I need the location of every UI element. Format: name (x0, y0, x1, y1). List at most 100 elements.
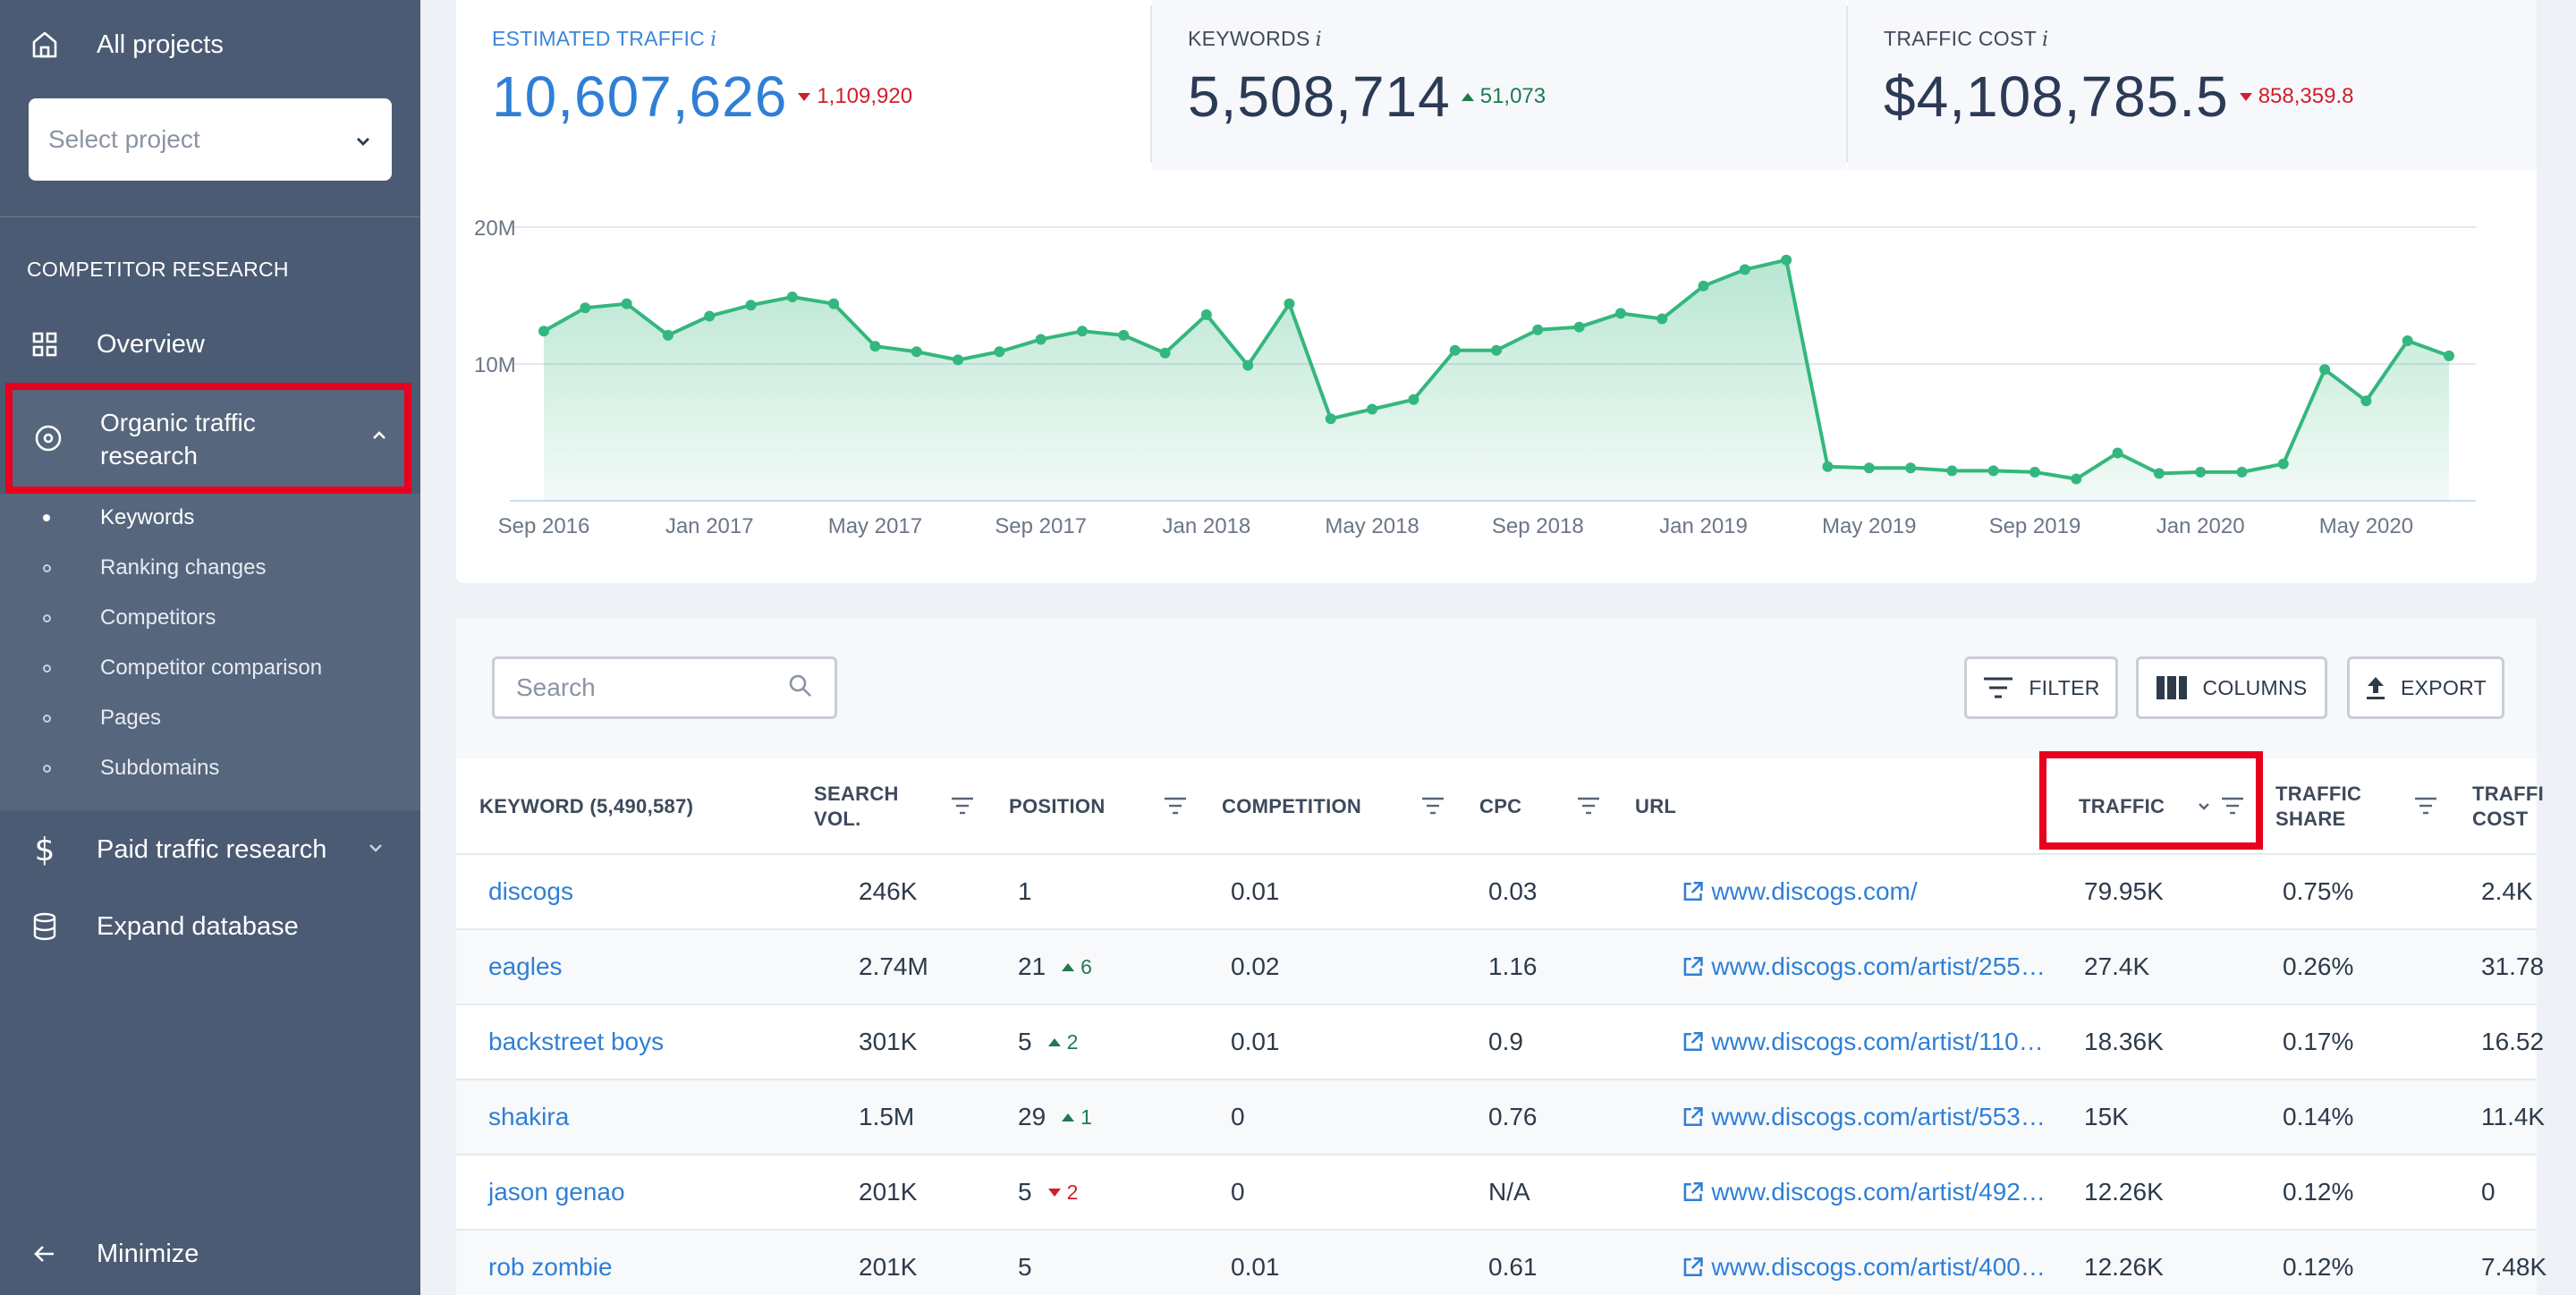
data-point[interactable] (994, 346, 1005, 358)
data-point[interactable] (1367, 403, 1378, 415)
column-header-position[interactable]: POSITION (1009, 758, 1106, 855)
url-link[interactable]: www.discogs.com/artist/553… (1682, 1080, 2052, 1154)
sidebar-item-expand-database[interactable]: Expand database (0, 903, 420, 950)
sidebar-item-paid-traffic[interactable]: $ Paid traffic research (0, 826, 420, 873)
data-point[interactable] (580, 302, 591, 314)
sidebar-subitem-competitors[interactable]: Competitors (0, 596, 420, 640)
data-point[interactable] (2195, 466, 2207, 478)
filter-icon[interactable] (1420, 796, 1445, 816)
data-point[interactable] (1325, 413, 1336, 425)
sort-down-icon[interactable] (2197, 796, 2211, 816)
data-point[interactable] (2360, 395, 2372, 407)
filter-icon[interactable] (1163, 796, 1188, 816)
url-link[interactable]: www.discogs.com/artist/400… (1682, 1231, 2052, 1295)
keyword-link[interactable]: jason genao (488, 1155, 625, 1229)
sidebar-subitem-keywords[interactable]: Keywords (0, 495, 420, 540)
data-point[interactable] (1781, 254, 1792, 266)
data-point[interactable] (1987, 465, 1999, 477)
sidebar-subitem-pages[interactable]: Pages (0, 696, 420, 741)
data-point[interactable] (1946, 465, 1958, 477)
column-header-competition[interactable]: COMPETITION (1222, 758, 1361, 855)
data-point[interactable] (704, 310, 716, 322)
data-point[interactable] (911, 346, 922, 358)
info-icon[interactable]: i (710, 29, 717, 51)
data-point[interactable] (786, 292, 798, 303)
data-point[interactable] (1076, 326, 1088, 337)
search-icon[interactable] (788, 673, 813, 703)
column-header-keyword[interactable]: KEYWORD (5,490,587) (479, 758, 693, 855)
info-icon[interactable]: i (1315, 29, 1322, 51)
filter-button[interactable]: FILTER (1964, 656, 2118, 719)
sidebar-subitem-ranking-changes[interactable]: Ranking changes (0, 546, 420, 590)
url-link[interactable]: www.discogs.com/artist/492… (1682, 1155, 2052, 1229)
column-header-traffic-cost[interactable]: TRAFFI COST (2472, 758, 2544, 855)
keyword-link[interactable]: shakira (488, 1080, 569, 1154)
column-header-cpc[interactable]: CPC (1479, 758, 1521, 855)
keyword-link[interactable]: backstreet boys (488, 1005, 664, 1079)
filter-icon[interactable] (2413, 796, 2438, 816)
database-icon (27, 909, 63, 944)
data-point[interactable] (1118, 329, 1130, 341)
data-point[interactable] (1905, 462, 1917, 474)
keyword-link[interactable]: discogs (488, 855, 573, 928)
filter-icon[interactable] (2220, 796, 2245, 816)
export-button[interactable]: EXPORT (2347, 656, 2504, 719)
data-point[interactable] (2236, 466, 2248, 478)
search-input[interactable] (516, 673, 767, 702)
sidebar-item-overview[interactable]: Overview (0, 322, 420, 367)
data-point[interactable] (1035, 334, 1046, 345)
search-box[interactable] (492, 656, 837, 719)
data-point[interactable] (662, 329, 674, 341)
filter-icon[interactable] (950, 796, 975, 816)
data-point[interactable] (2444, 350, 2454, 361)
data-point[interactable] (1863, 462, 1875, 474)
data-point[interactable] (2112, 447, 2123, 459)
column-header-url[interactable]: URL (1635, 758, 1676, 855)
data-point[interactable] (538, 326, 549, 337)
minimize-button[interactable]: Minimize (0, 1231, 420, 1277)
url-link[interactable]: www.discogs.com/artist/255… (1682, 930, 2052, 1003)
filter-icon[interactable] (1576, 796, 1601, 816)
info-icon[interactable]: i (2041, 29, 2049, 51)
data-point[interactable] (1449, 344, 1461, 356)
keyword-link[interactable]: rob zombie (488, 1231, 613, 1295)
columns-button[interactable]: COLUMNS (2136, 656, 2327, 719)
data-point[interactable] (1698, 280, 1709, 292)
sidebar-subitem-subdomains[interactable]: Subdomains (0, 746, 420, 791)
data-point[interactable] (1532, 324, 1544, 335)
data-point[interactable] (1200, 309, 1212, 320)
project-select[interactable]: Select project (29, 98, 392, 181)
url-link[interactable]: www.discogs.com/artist/110… (1682, 1005, 2052, 1079)
data-point[interactable] (2319, 364, 2331, 376)
position-cell: 5 (1018, 1231, 1032, 1295)
data-point[interactable] (828, 298, 840, 309)
column-header-search-vol[interactable]: SEARCH VOL. (814, 758, 899, 855)
data-point[interactable] (1159, 347, 1171, 359)
keyword-link[interactable]: eagles (488, 930, 563, 1003)
all-projects-link[interactable]: All projects (0, 20, 420, 70)
sidebar-item-organic-traffic[interactable]: Organic traffic research (5, 383, 411, 494)
data-point[interactable] (1822, 461, 1834, 472)
data-point[interactable] (1657, 313, 1668, 325)
data-point[interactable] (1573, 321, 1585, 333)
data-point[interactable] (2402, 334, 2413, 346)
column-header-label-line2: SHARE (2275, 808, 2346, 830)
data-point[interactable] (1739, 264, 1750, 275)
data-point[interactable] (2029, 466, 2040, 478)
column-header-traffic[interactable]: TRAFFIC (2079, 758, 2165, 855)
url-link[interactable]: www.discogs.com/ (1682, 855, 2052, 928)
column-header-traffic-share[interactable]: TRAFFIC SHARE (2275, 758, 2361, 855)
data-point[interactable] (1491, 344, 1502, 356)
data-point[interactable] (1284, 298, 1295, 309)
data-point[interactable] (745, 300, 757, 311)
data-point[interactable] (621, 298, 632, 309)
data-point[interactable] (1408, 394, 1419, 405)
data-point[interactable] (2153, 468, 2165, 479)
data-point[interactable] (2071, 473, 2082, 485)
sidebar-subitem-competitor-comparison[interactable]: Competitor comparison (0, 646, 420, 690)
data-point[interactable] (869, 341, 881, 352)
data-point[interactable] (1614, 308, 1626, 319)
data-point[interactable] (953, 354, 964, 366)
data-point[interactable] (2277, 458, 2289, 470)
data-point[interactable] (1242, 360, 1254, 371)
